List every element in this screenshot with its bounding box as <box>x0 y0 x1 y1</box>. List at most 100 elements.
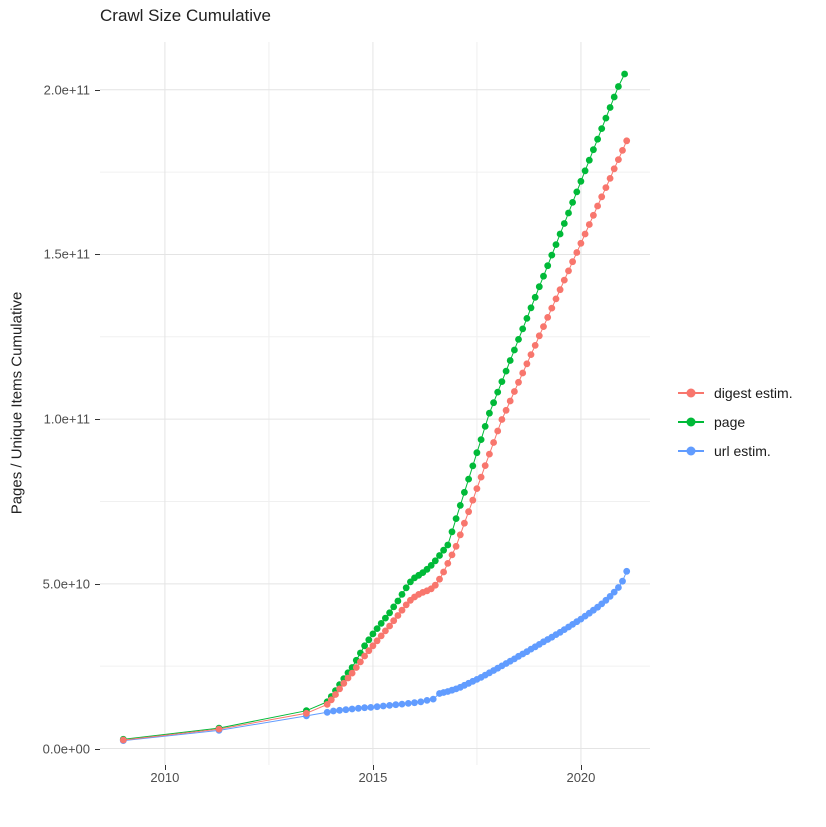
data-point <box>365 636 373 644</box>
data-point <box>332 691 339 698</box>
data-point <box>448 528 456 536</box>
data-point <box>352 664 360 671</box>
data-point <box>398 591 406 598</box>
data-point <box>556 230 564 238</box>
data-point <box>369 642 377 650</box>
data-point <box>606 593 614 600</box>
data-point <box>527 304 535 312</box>
series-digest-estim <box>119 137 631 744</box>
data-point <box>615 584 622 591</box>
data-point <box>494 427 502 435</box>
data-point <box>357 658 364 666</box>
data-point <box>323 708 331 716</box>
data-point <box>390 603 398 611</box>
data-point <box>361 704 368 712</box>
data-point <box>477 473 485 481</box>
data-point <box>502 406 510 414</box>
y-tick-label: 2.0e+11 <box>43 82 90 98</box>
data-point <box>473 449 481 457</box>
x-tick-mark <box>580 765 582 770</box>
data-point <box>369 630 377 638</box>
data-point <box>585 156 593 164</box>
data-point <box>431 557 439 565</box>
chart-title: Crawl Size Cumulative <box>100 6 271 25</box>
data-point <box>417 698 425 706</box>
data-point <box>560 276 568 284</box>
data-point <box>423 697 431 704</box>
data-point <box>581 230 589 238</box>
data-point <box>382 614 389 622</box>
data-point <box>490 439 497 446</box>
data-point <box>573 188 581 196</box>
legend-key-icon <box>678 446 704 456</box>
legend: digest estim. page url estim. <box>678 378 793 465</box>
data-point <box>515 336 522 343</box>
x-tick-label: 2015 <box>358 770 388 785</box>
data-point <box>303 709 310 717</box>
series-page <box>119 70 628 743</box>
data-point <box>398 606 406 614</box>
data-point <box>535 332 543 340</box>
data-point <box>444 541 452 549</box>
data-point <box>398 700 406 708</box>
y-axis-title: Pages / Unique Items Cumulative <box>8 291 26 515</box>
data-point <box>540 323 547 330</box>
data-point <box>373 703 381 711</box>
x-tick-mark <box>164 765 166 770</box>
data-point <box>602 184 610 192</box>
data-point <box>436 552 443 559</box>
data-point <box>585 221 593 228</box>
data-point <box>540 272 547 280</box>
data-point <box>373 625 381 632</box>
data-point <box>535 283 543 291</box>
data-point <box>565 209 572 217</box>
data-point <box>619 577 626 585</box>
data-point <box>515 378 522 386</box>
legend-label: page <box>714 413 746 430</box>
data-point <box>523 315 531 322</box>
data-point <box>392 701 400 709</box>
data-point <box>523 360 531 368</box>
data-point <box>615 83 622 90</box>
data-point <box>490 399 497 407</box>
data-point <box>377 620 385 627</box>
data-point <box>461 488 468 496</box>
data-point <box>519 369 527 377</box>
data-point <box>486 450 493 458</box>
data-point <box>623 137 631 145</box>
legend-label: digest estim. <box>714 384 793 401</box>
data-point <box>452 542 460 550</box>
data-point <box>577 239 585 247</box>
data-point <box>619 147 626 154</box>
data-point <box>548 304 556 312</box>
data-point <box>544 314 552 321</box>
data-point <box>581 167 589 175</box>
data-point <box>531 342 539 349</box>
data-point <box>511 388 518 395</box>
data-point <box>598 193 606 201</box>
data-point <box>519 325 527 333</box>
data-point <box>465 508 472 516</box>
legend-item-page: page <box>678 407 793 436</box>
data-point <box>402 601 410 609</box>
minor-gridlines <box>100 42 650 765</box>
data-point <box>573 249 581 256</box>
data-point <box>623 567 631 575</box>
data-point <box>511 346 518 354</box>
data-point <box>215 725 223 733</box>
y-tick-mark <box>95 583 100 585</box>
data-point <box>365 647 373 655</box>
data-point <box>336 685 343 693</box>
y-tick-label: 1.5e+11 <box>43 246 90 262</box>
data-point <box>427 562 435 569</box>
data-point <box>481 423 489 430</box>
data-point <box>379 702 387 710</box>
y-tick-mark <box>95 254 100 256</box>
data-point <box>336 706 343 714</box>
data-point <box>429 695 437 703</box>
data-point <box>477 436 485 443</box>
major-gridlines <box>100 42 650 765</box>
data-point <box>361 652 368 660</box>
data-point <box>506 397 514 405</box>
